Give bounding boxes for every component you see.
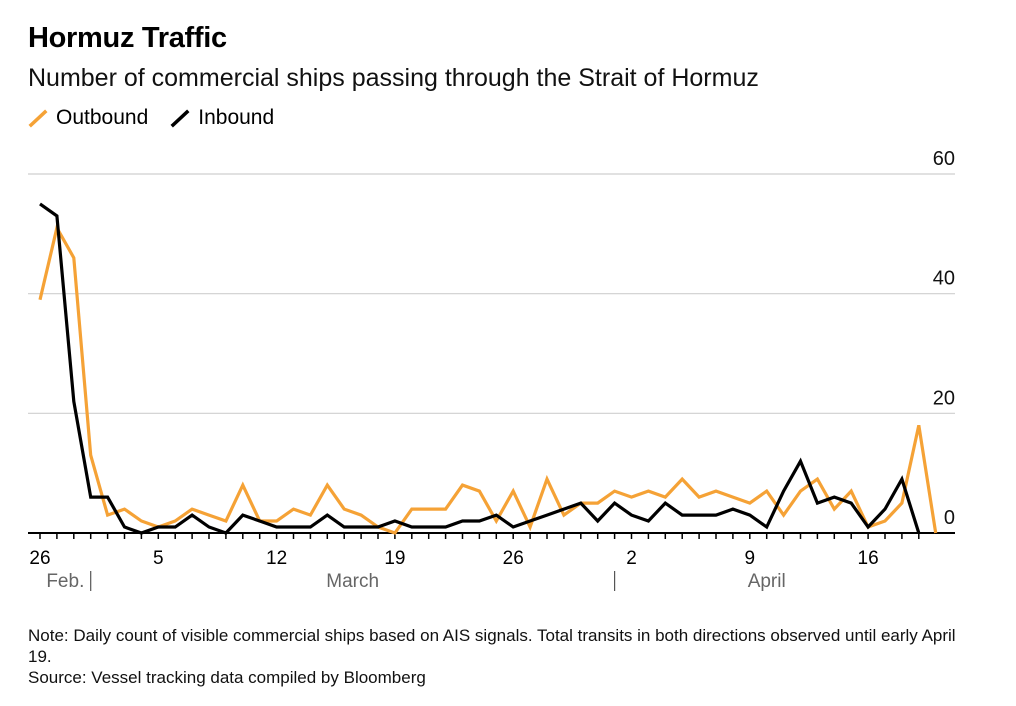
series-line-inbound <box>39 202 921 535</box>
x-tick-label: 16 <box>858 548 879 569</box>
x-tick-label: 12 <box>266 548 287 569</box>
month-label: Feb. <box>46 571 84 592</box>
month-label: April <box>748 571 786 592</box>
source-text: Source: Vessel tracking data compiled by… <box>28 668 426 687</box>
x-tick-label: 19 <box>384 548 405 569</box>
chart-subtitle: Number of commercial ships passing throu… <box>28 64 759 92</box>
footnote: Note: Daily count of visible commercial … <box>28 625 958 688</box>
y-tick-label: 20 <box>933 387 955 409</box>
legend-item-outbound: Outbound <box>28 106 148 130</box>
legend-label-inbound: Inbound <box>198 106 275 129</box>
legend: Outbound Inbound <box>28 106 296 130</box>
outbound-swatch-icon <box>28 109 48 128</box>
legend-label-outbound: Outbound <box>56 106 149 129</box>
x-tick-label: 9 <box>745 548 756 569</box>
series-line-outbound <box>38 223 938 535</box>
note-text: Note: Daily count of visible commercial … <box>28 626 956 666</box>
x-tick-label: 26 <box>29 548 50 569</box>
inbound-swatch-icon <box>170 109 190 128</box>
x-tick-label: 2 <box>626 548 637 569</box>
chart-title: Hormuz Traffic <box>28 22 227 54</box>
x-tick-label: 5 <box>153 548 164 569</box>
y-tick-label: 0 <box>944 507 955 529</box>
x-tick-label: 26 <box>503 548 524 569</box>
month-label: March <box>326 571 379 592</box>
line-chart: 0 20 40 60 26 5 12 19 26 2 9 16 Feb. March April <box>28 148 955 592</box>
y-tick-label: 60 <box>933 148 955 170</box>
legend-item-inbound: Inbound <box>170 106 274 130</box>
y-tick-label: 40 <box>933 268 955 290</box>
